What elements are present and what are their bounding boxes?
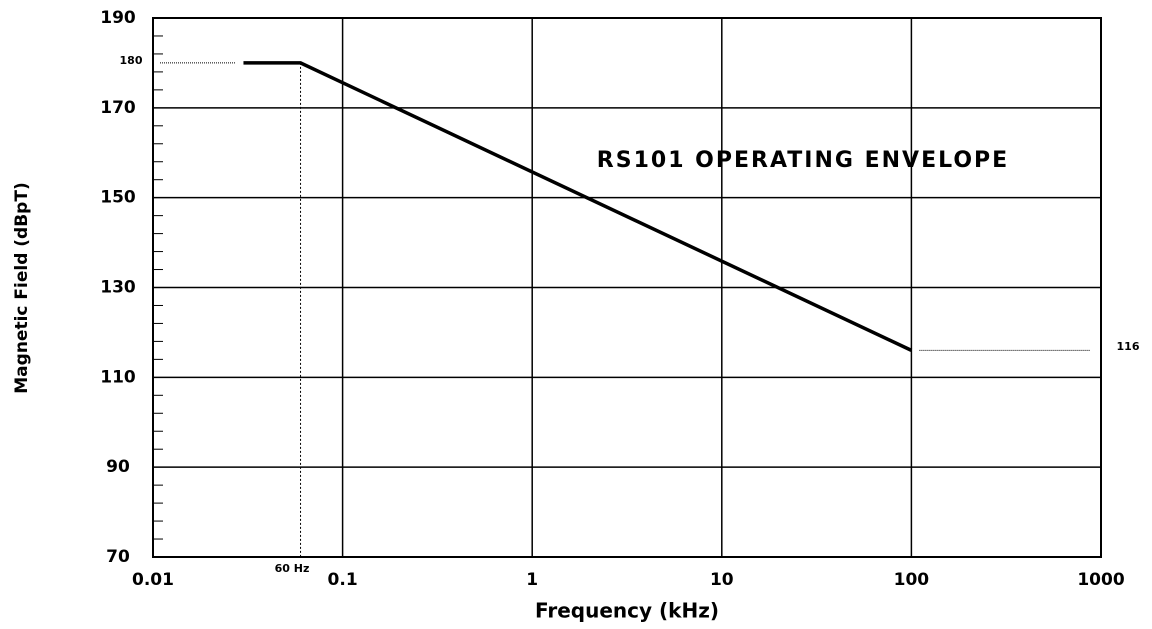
x-tick-label: 1 [526,570,538,590]
annotation: 60 Hz [275,562,310,575]
y-axis-label: Magnetic Field (dBpT) [12,182,32,393]
annotation: RS101 OPERATING ENVELOPE [597,148,1009,173]
x-tick-label: 10 [710,570,734,590]
annotation: 116 [1117,340,1140,353]
data-line [243,61,913,352]
annotation: 180 [120,54,143,67]
y-tick-label: 190 [100,8,136,28]
x-tick-label: 1000 [1077,570,1124,590]
y-tick-label: 170 [100,98,136,118]
x-tick-label: 100 [894,570,930,590]
x-tick-label: 0.01 [132,570,174,590]
y-tick-label: 70 [106,547,130,567]
x-axis-label: Frequency (kHz) [535,599,719,623]
plot-frame [152,17,1102,558]
y-tick-label: 90 [106,457,130,477]
x-tick-label: 0.1 [328,570,358,590]
y-tick-label: 130 [100,278,136,298]
y-tick-label: 150 [100,188,136,208]
y-tick-label: 110 [100,367,136,387]
